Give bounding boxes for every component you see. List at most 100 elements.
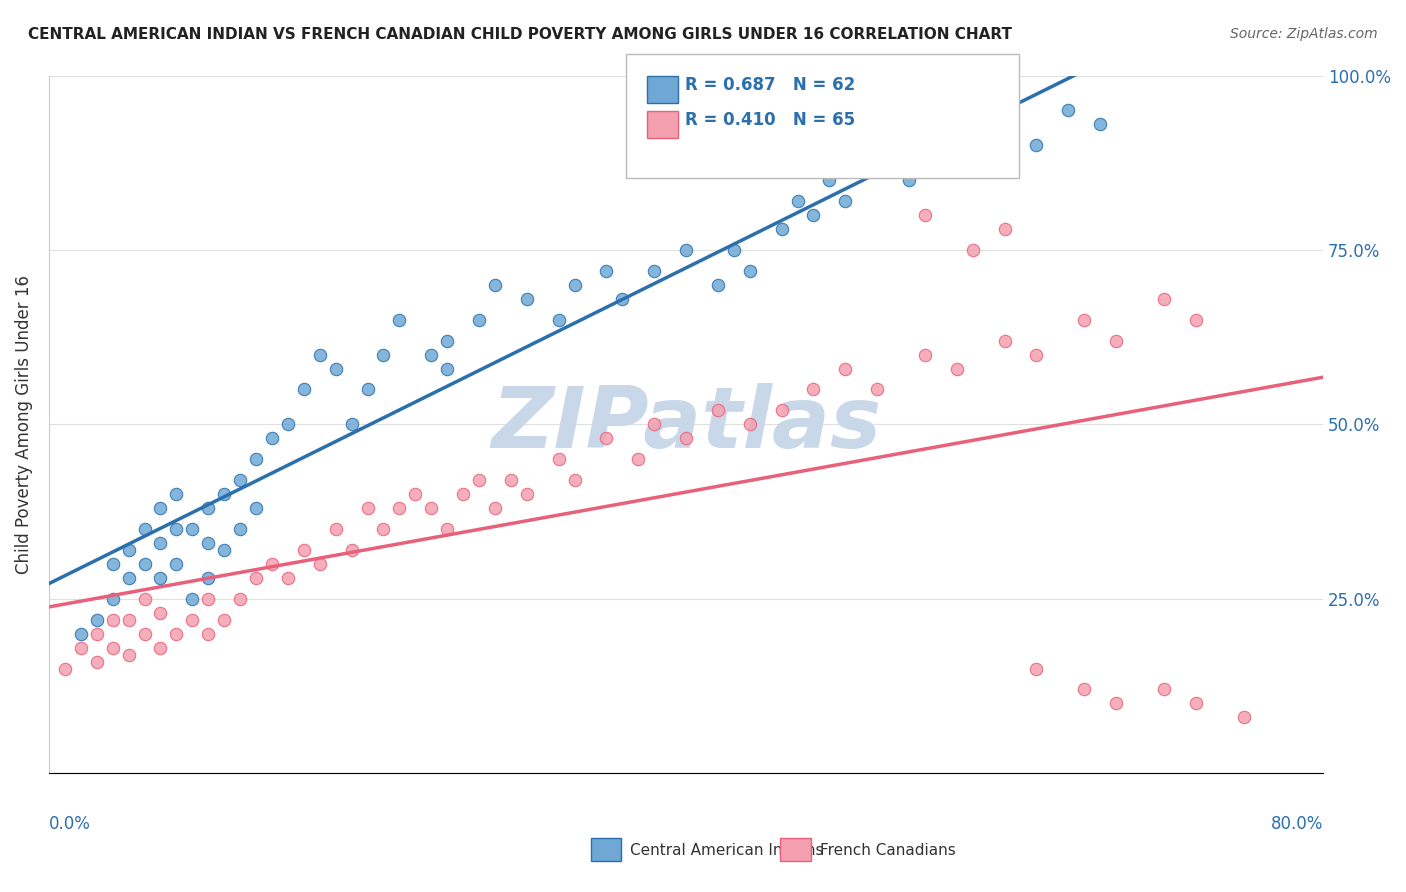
- Point: [101, 640, 124, 655]
- Point: [86, 613, 108, 627]
- Point: [86, 655, 108, 669]
- Point: [675, 431, 697, 445]
- Point: [914, 348, 936, 362]
- Point: [564, 473, 586, 487]
- Point: [181, 613, 204, 627]
- Point: [197, 536, 219, 550]
- Point: [1073, 682, 1095, 697]
- Text: CENTRAL AMERICAN INDIAN VS FRENCH CANADIAN CHILD POVERTY AMONG GIRLS UNDER 16 CO: CENTRAL AMERICAN INDIAN VS FRENCH CANADI…: [28, 27, 1012, 42]
- Point: [149, 606, 172, 620]
- Point: [468, 473, 491, 487]
- Point: [1184, 312, 1206, 326]
- Point: [420, 348, 443, 362]
- Point: [69, 626, 91, 640]
- Point: [738, 264, 761, 278]
- Point: [212, 543, 235, 558]
- Point: [595, 431, 617, 445]
- Point: [770, 222, 793, 236]
- Point: [1232, 710, 1254, 724]
- Point: [134, 626, 156, 640]
- Point: [53, 661, 76, 675]
- Point: [86, 626, 108, 640]
- Point: [1184, 697, 1206, 711]
- Point: [197, 501, 219, 516]
- Point: [101, 613, 124, 627]
- Point: [181, 522, 204, 536]
- Point: [134, 522, 156, 536]
- Point: [834, 361, 856, 376]
- Point: [818, 173, 841, 187]
- Point: [325, 361, 347, 376]
- Point: [770, 403, 793, 417]
- Point: [245, 452, 267, 467]
- Point: [547, 312, 569, 326]
- Point: [149, 640, 172, 655]
- Point: [1153, 292, 1175, 306]
- Point: [499, 473, 522, 487]
- Text: R = 0.687   N = 62: R = 0.687 N = 62: [685, 76, 855, 94]
- Point: [484, 277, 506, 292]
- Point: [165, 522, 187, 536]
- Point: [675, 243, 697, 257]
- Point: [994, 222, 1017, 236]
- Point: [436, 361, 458, 376]
- Point: [181, 591, 204, 606]
- Point: [340, 543, 363, 558]
- Point: [946, 361, 969, 376]
- Point: [277, 571, 299, 585]
- Point: [436, 334, 458, 348]
- Point: [117, 571, 139, 585]
- Point: [1105, 697, 1128, 711]
- Point: [1025, 661, 1047, 675]
- Point: [165, 626, 187, 640]
- Point: [197, 591, 219, 606]
- Point: [149, 571, 172, 585]
- Point: [468, 312, 491, 326]
- Point: [388, 312, 411, 326]
- Point: [451, 487, 474, 501]
- Point: [516, 292, 538, 306]
- Point: [707, 403, 730, 417]
- Point: [994, 124, 1017, 138]
- Point: [245, 571, 267, 585]
- Point: [117, 613, 139, 627]
- Point: [101, 557, 124, 571]
- Point: [117, 543, 139, 558]
- Point: [1088, 117, 1111, 131]
- Point: [292, 543, 315, 558]
- Point: [308, 348, 330, 362]
- Point: [707, 277, 730, 292]
- Point: [117, 648, 139, 662]
- Point: [834, 194, 856, 208]
- Text: Central American Indians: Central American Indians: [630, 843, 824, 857]
- Point: [292, 383, 315, 397]
- Point: [212, 613, 235, 627]
- Point: [914, 208, 936, 222]
- Point: [1025, 348, 1047, 362]
- Point: [994, 334, 1017, 348]
- Point: [165, 487, 187, 501]
- Point: [69, 640, 91, 655]
- Point: [229, 591, 252, 606]
- Point: [340, 417, 363, 432]
- Point: [564, 277, 586, 292]
- Point: [516, 487, 538, 501]
- Point: [229, 522, 252, 536]
- Point: [245, 501, 267, 516]
- Point: [962, 243, 984, 257]
- Text: R = 0.410   N = 65: R = 0.410 N = 65: [685, 112, 855, 129]
- Point: [356, 383, 378, 397]
- Point: [260, 431, 283, 445]
- Point: [1025, 138, 1047, 153]
- Point: [197, 571, 219, 585]
- Point: [404, 487, 426, 501]
- Point: [484, 501, 506, 516]
- Point: [101, 591, 124, 606]
- Point: [803, 208, 825, 222]
- Point: [643, 417, 665, 432]
- Point: [723, 243, 745, 257]
- Point: [436, 522, 458, 536]
- Point: [260, 557, 283, 571]
- Point: [1057, 103, 1080, 118]
- Point: [149, 536, 172, 550]
